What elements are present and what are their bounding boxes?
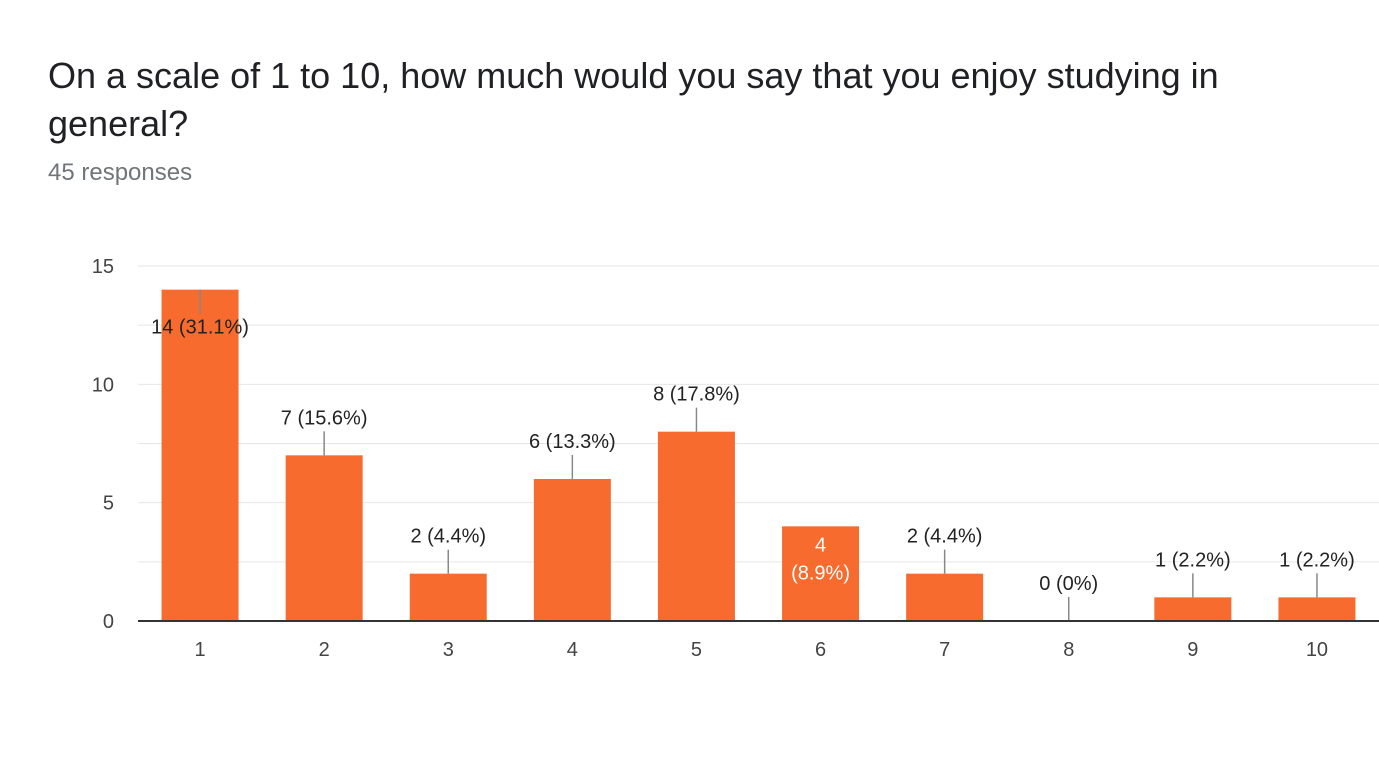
data-label: 0 (0%) <box>1039 573 1098 595</box>
x-tick-label: 8 <box>1063 639 1074 661</box>
bar <box>657 431 735 621</box>
data-label: 6 (13.3%) <box>529 431 616 453</box>
x-tick-label: 10 <box>1306 639 1328 661</box>
data-label: 2 (4.4%) <box>410 526 486 548</box>
data-label: 1 (2.2%) <box>1155 549 1231 571</box>
x-tick-label: 5 <box>691 639 702 661</box>
data-label: 14 (31.1%) <box>151 317 249 339</box>
x-tick-label: 1 <box>194 639 205 661</box>
data-label: 1 (2.2%) <box>1279 549 1355 571</box>
x-tick-label: 4 <box>567 639 578 661</box>
data-label: (8.9%) <box>791 562 850 584</box>
y-tick-label: 5 <box>103 493 114 515</box>
bar <box>1154 597 1232 621</box>
bar <box>161 289 239 621</box>
data-label: 4 <box>815 534 826 556</box>
x-tick-label: 9 <box>1187 639 1198 661</box>
bar <box>409 573 487 621</box>
x-tick-label: 2 <box>319 639 330 661</box>
y-tick-label: 10 <box>92 374 114 396</box>
bar <box>533 479 611 621</box>
x-tick-label: 7 <box>939 639 950 661</box>
bar <box>1278 597 1356 621</box>
x-tick-label: 6 <box>815 639 826 661</box>
y-tick-label: 0 <box>103 611 114 633</box>
chart-title: On a scale of 1 to 10, how much would yo… <box>48 55 1219 144</box>
data-label: 8 (17.8%) <box>653 384 740 406</box>
y-tick-label: 15 <box>92 256 114 278</box>
bar <box>782 526 860 621</box>
bar <box>906 573 984 621</box>
response-count: 45 responses <box>48 159 193 186</box>
data-label: 2 (4.4%) <box>907 526 983 548</box>
bar <box>285 455 363 621</box>
data-label: 7 (15.6%) <box>281 407 368 429</box>
x-tick-label: 3 <box>443 639 454 661</box>
